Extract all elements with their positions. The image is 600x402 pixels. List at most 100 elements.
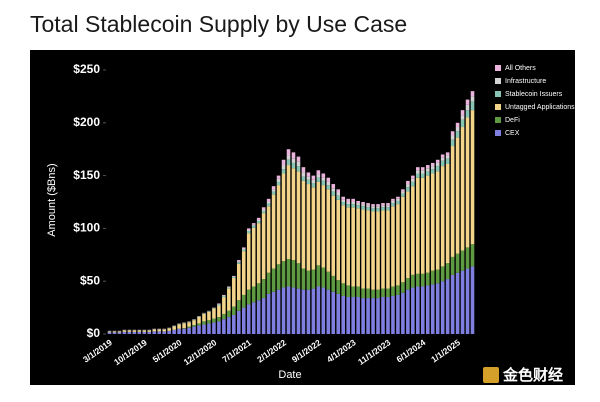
bar-segment — [445, 158, 450, 164]
bar-segment — [261, 207, 266, 210]
bar-segment — [396, 204, 400, 286]
chart-title: Total Stablecoin Supply by Use Case — [30, 11, 407, 37]
bar-segment — [286, 159, 291, 166]
bar-segment — [227, 288, 231, 311]
legend-swatch — [495, 130, 501, 136]
bar-segment — [445, 155, 450, 159]
bar-segment — [366, 298, 370, 334]
bar-segment — [406, 289, 410, 334]
bar-segment — [326, 289, 331, 334]
bar-segment — [276, 175, 281, 179]
bar-segment — [336, 189, 341, 193]
bar-segment — [301, 289, 306, 334]
bar-segment — [236, 300, 241, 311]
bar-segment — [286, 155, 291, 160]
bar-segment — [232, 275, 236, 277]
bar-segment — [351, 204, 355, 208]
bar-segment — [465, 117, 470, 248]
bar-segment — [256, 221, 261, 224]
bar-segment — [112, 331, 117, 333]
bar-segment — [261, 298, 266, 334]
bar-segment — [271, 268, 276, 292]
bar-segment — [291, 162, 296, 169]
bar-segment — [420, 170, 425, 174]
bar-segment — [420, 286, 425, 334]
bar-segment — [440, 281, 445, 334]
bar-segment — [430, 270, 435, 285]
bar-segment — [117, 332, 122, 334]
bar-segment — [430, 166, 435, 170]
bar-segment — [227, 287, 231, 289]
bar-segment — [311, 182, 316, 188]
bar-segment — [411, 178, 415, 182]
bar-segment — [232, 278, 236, 307]
bar-segment — [361, 298, 365, 334]
bar-segment — [172, 325, 176, 327]
bar-segment — [217, 305, 221, 318]
watermark: 金色财经 — [502, 366, 563, 384]
bar-segment — [321, 173, 326, 178]
bar-segment — [470, 244, 475, 267]
bar-segment — [376, 208, 380, 212]
bar-segment — [331, 191, 336, 196]
legend-swatch — [495, 104, 501, 110]
bar-segment — [341, 199, 346, 202]
bar-segment — [416, 167, 420, 171]
bar-segment — [266, 203, 271, 207]
bar-segment — [167, 328, 171, 331]
bar-segment — [321, 177, 326, 181]
bar-segment — [132, 331, 137, 334]
y-tick-label: $200 — [73, 115, 100, 129]
bar-segment — [227, 286, 231, 288]
bar-segment — [137, 330, 142, 332]
bar-segment — [361, 209, 365, 289]
bar-segment — [450, 135, 455, 140]
bar-segment — [286, 286, 291, 334]
bar-segment — [202, 313, 206, 322]
bar-segment — [401, 191, 405, 194]
bar-segment — [346, 202, 350, 205]
bar-segment — [281, 287, 286, 334]
bar-segment — [222, 295, 226, 296]
bar-segment — [122, 330, 127, 332]
bar-segment — [391, 206, 395, 287]
bar-segment — [212, 308, 216, 309]
bar-segment — [351, 198, 355, 202]
bar-segment — [306, 270, 311, 290]
bar-segment — [236, 261, 241, 263]
bar-segment — [291, 152, 296, 159]
bar-segment — [212, 322, 216, 334]
bar-segment — [276, 289, 281, 334]
bar-segment — [192, 319, 196, 321]
bar-segment — [256, 219, 261, 222]
bar-segment — [296, 161, 301, 167]
bar-segment — [396, 196, 400, 199]
bar-segment — [107, 331, 112, 333]
bar-segment — [157, 329, 162, 332]
bar-segment — [440, 154, 445, 158]
bar-segment — [236, 260, 241, 262]
bar-segment — [202, 324, 206, 334]
bar-segment — [207, 320, 211, 324]
bar-segment — [271, 186, 276, 190]
bar-segment — [232, 306, 236, 315]
bar-segment — [356, 208, 360, 287]
watermark-logo — [483, 367, 499, 383]
bar-segment — [356, 205, 360, 209]
bar-segment — [246, 304, 251, 334]
bar-segment — [416, 273, 420, 287]
bar-segment — [316, 174, 321, 178]
bar-segment — [236, 263, 241, 301]
bar-segment — [406, 180, 410, 185]
bar-segment — [291, 168, 296, 261]
bar-segment — [460, 110, 465, 116]
bar-segment — [386, 297, 390, 334]
bar-segment — [266, 201, 271, 204]
bar-segment — [401, 189, 405, 192]
bar-segment — [470, 110, 475, 245]
bar-segment — [435, 159, 440, 163]
bar-segment — [460, 115, 465, 120]
bar-segment — [460, 119, 465, 128]
